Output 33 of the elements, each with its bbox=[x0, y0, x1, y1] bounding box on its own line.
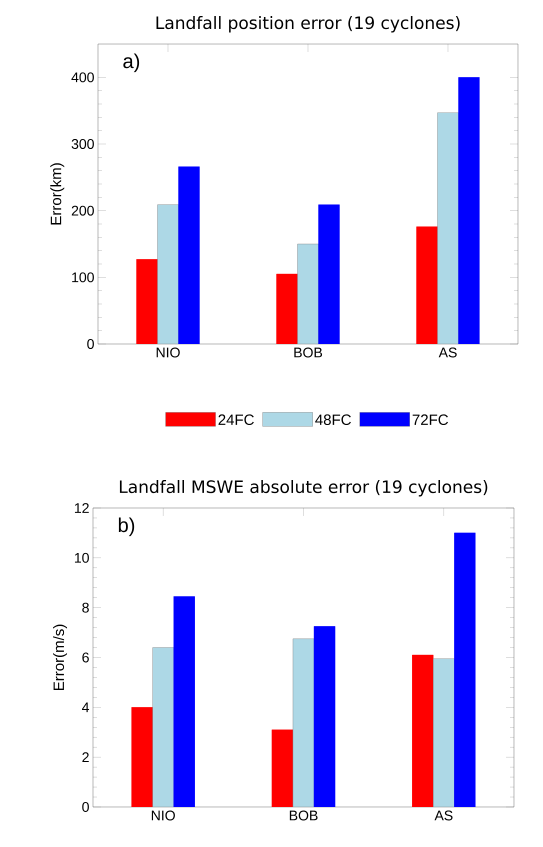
y-tick-label: 0 bbox=[82, 802, 89, 812]
bar bbox=[292, 638, 314, 807]
bar bbox=[157, 204, 179, 344]
bar bbox=[297, 244, 319, 344]
y-tick-label: 400 bbox=[71, 72, 94, 82]
bar bbox=[437, 112, 459, 344]
x-tick-label: BOB bbox=[290, 810, 318, 820]
y-tick-label: 6 bbox=[82, 652, 89, 662]
y-tick-label: 12 bbox=[74, 503, 89, 513]
x-tick-label: AS bbox=[438, 348, 457, 358]
y-axis-title: Error(m/s) bbox=[53, 624, 68, 690]
y-tick-label: 100 bbox=[72, 272, 94, 282]
annotation: b) bbox=[118, 518, 134, 536]
x-tick-label: NIO bbox=[156, 348, 180, 358]
annotation: a) bbox=[123, 54, 140, 72]
chart-title: Landfall MSWE absolute error (19 cyclones) bbox=[120, 480, 488, 496]
y-tick-label: 2 bbox=[82, 752, 89, 762]
bar bbox=[433, 658, 455, 807]
y-tick-label: 4 bbox=[82, 702, 90, 712]
y-tick-label: 10 bbox=[74, 552, 89, 563]
x-tick-label: AS bbox=[434, 810, 453, 820]
y-tick-label: 200 bbox=[72, 206, 94, 216]
x-tick-label: BOB bbox=[294, 348, 322, 358]
legend-label: 72FC bbox=[412, 414, 448, 426]
y-axis-title: Error(km) bbox=[50, 163, 64, 224]
chart-title: Landfall position error (19 cyclones) bbox=[156, 16, 460, 32]
legend-label: 24FC bbox=[218, 414, 254, 426]
x-tick-label: NIO bbox=[152, 810, 175, 820]
y-tick-label: 0 bbox=[87, 339, 94, 349]
legend-label: 48FC bbox=[315, 414, 351, 426]
y-tick-label: 8 bbox=[82, 602, 89, 613]
y-tick-label: 300 bbox=[72, 139, 94, 149]
bar bbox=[152, 647, 174, 807]
